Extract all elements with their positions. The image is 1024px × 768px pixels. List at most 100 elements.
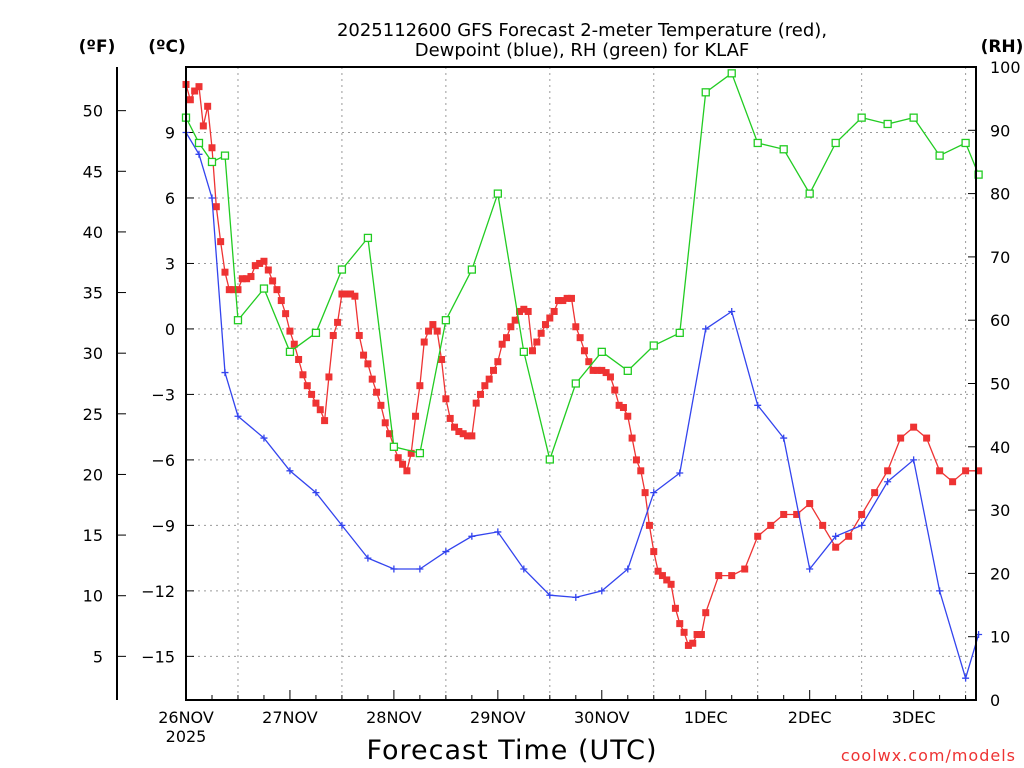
temperature-point <box>533 338 541 346</box>
fahrenheit-tick-label: 45 <box>83 162 103 181</box>
temperature-point <box>780 510 788 518</box>
dewpoint-point <box>208 194 216 202</box>
rh-point <box>493 189 502 198</box>
temperature-point <box>347 290 355 298</box>
celsius-tick-label: −15 <box>141 647 175 666</box>
temperature-point <box>238 275 246 283</box>
celsius-tick-label: 3 <box>165 254 175 273</box>
celsius-tick-label: −9 <box>151 516 175 535</box>
temperature-point <box>528 347 536 355</box>
temperature-point <box>490 366 498 374</box>
rh-point <box>220 151 230 160</box>
dewpoint-point <box>312 489 320 497</box>
temperature-point <box>251 262 259 270</box>
temperature-point <box>563 294 571 302</box>
temperature-point <box>191 87 199 95</box>
temperature-point <box>576 334 584 342</box>
temperature-point <box>446 414 454 422</box>
temperature-point <box>819 521 827 529</box>
rh-point <box>857 113 866 122</box>
series-temperature <box>182 80 983 649</box>
temperature-point <box>273 286 281 294</box>
rh-axis: 0 10 20 30 40 50 60 70 80 90 100 <box>968 58 1021 710</box>
temperature-point <box>494 358 502 366</box>
temperature-point <box>910 423 918 431</box>
temperature-point <box>936 467 944 475</box>
temperature-point <box>373 388 381 396</box>
rh-point <box>207 157 217 167</box>
temperature-point <box>641 489 649 497</box>
temperature-point <box>715 572 723 580</box>
temperature-point <box>394 454 402 462</box>
x-axis-title: Forecast Time (UTC) <box>366 735 657 766</box>
temperature-point <box>468 432 476 440</box>
temperature-point <box>602 369 610 377</box>
rh-point <box>779 145 788 154</box>
temperature-point <box>208 144 216 152</box>
temperature-point <box>308 390 316 398</box>
temperature-point <box>277 297 285 305</box>
fahrenheit-tick-label: 35 <box>83 284 103 303</box>
rh-point <box>649 341 658 350</box>
temperature-point <box>282 310 290 318</box>
temperature-point <box>767 521 775 529</box>
rh-point <box>441 316 451 325</box>
temperature-point <box>360 351 368 359</box>
rh-tick-label: 30 <box>990 501 1010 520</box>
temperature-point <box>667 580 675 588</box>
rh-point <box>194 138 204 148</box>
dewpoint-line <box>185 132 980 681</box>
temperature-point <box>949 478 957 486</box>
x-tick-label: 2DEC <box>788 708 832 727</box>
temperature-point <box>637 467 645 475</box>
x-tick-label: 3DEC <box>892 708 936 727</box>
temperature-point <box>477 390 485 398</box>
dewpoint-point <box>546 591 554 599</box>
x-year-label: 2025 <box>166 727 207 746</box>
temperature-point <box>671 604 679 612</box>
plot-frame <box>185 66 977 701</box>
chart-title-line-2: Dewpoint (blue), RH (green) for KLAF <box>415 40 750 61</box>
dewpoint-point <box>676 469 684 477</box>
dewpoint-point <box>390 565 398 573</box>
rh-tick-label: 100 <box>990 58 1021 77</box>
fahrenheit-tick-label: 25 <box>83 405 103 424</box>
temperature-point <box>663 576 671 584</box>
temperature-point <box>416 382 424 390</box>
temperature-point <box>455 428 463 436</box>
temperature-point <box>589 366 597 374</box>
temperature-point <box>299 371 307 379</box>
x-tick-label: 29NOV <box>470 708 526 727</box>
temperature-point <box>615 401 623 409</box>
temperature-point <box>303 382 311 390</box>
dewpoint-point <box>962 674 970 682</box>
temperature-point <box>689 639 697 647</box>
temperature-point <box>871 489 879 497</box>
temperature-point <box>520 305 528 313</box>
fahrenheit-tick-label: 30 <box>83 344 103 363</box>
temperature-point <box>741 565 749 573</box>
temperature-point <box>511 316 519 324</box>
temperature-point <box>351 292 359 300</box>
rh-point <box>389 442 399 451</box>
rh-tick-label: 20 <box>990 564 1010 583</box>
temperature-point <box>407 449 415 457</box>
temperature-point <box>676 620 684 628</box>
fahrenheit-tick-label: 50 <box>83 102 103 121</box>
temperature-point <box>654 567 662 575</box>
temperature-point <box>412 412 420 420</box>
rh-point <box>259 284 269 293</box>
dewpoint-point <box>416 565 424 573</box>
dewpoint-point <box>910 456 918 464</box>
rh-tick-label: 0 <box>990 691 1000 710</box>
x-tick-label: 1DEC <box>684 708 728 727</box>
temperature-point <box>256 259 264 267</box>
dewpoint-point <box>338 521 346 529</box>
temperature-point <box>225 286 233 294</box>
temperature-point <box>598 366 606 374</box>
celsius-tick-label: −3 <box>151 385 175 404</box>
rh-tick-label: 10 <box>990 628 1010 647</box>
temperature-point <box>684 641 692 649</box>
temperature-point <box>537 329 545 337</box>
temperature-point <box>858 510 866 518</box>
